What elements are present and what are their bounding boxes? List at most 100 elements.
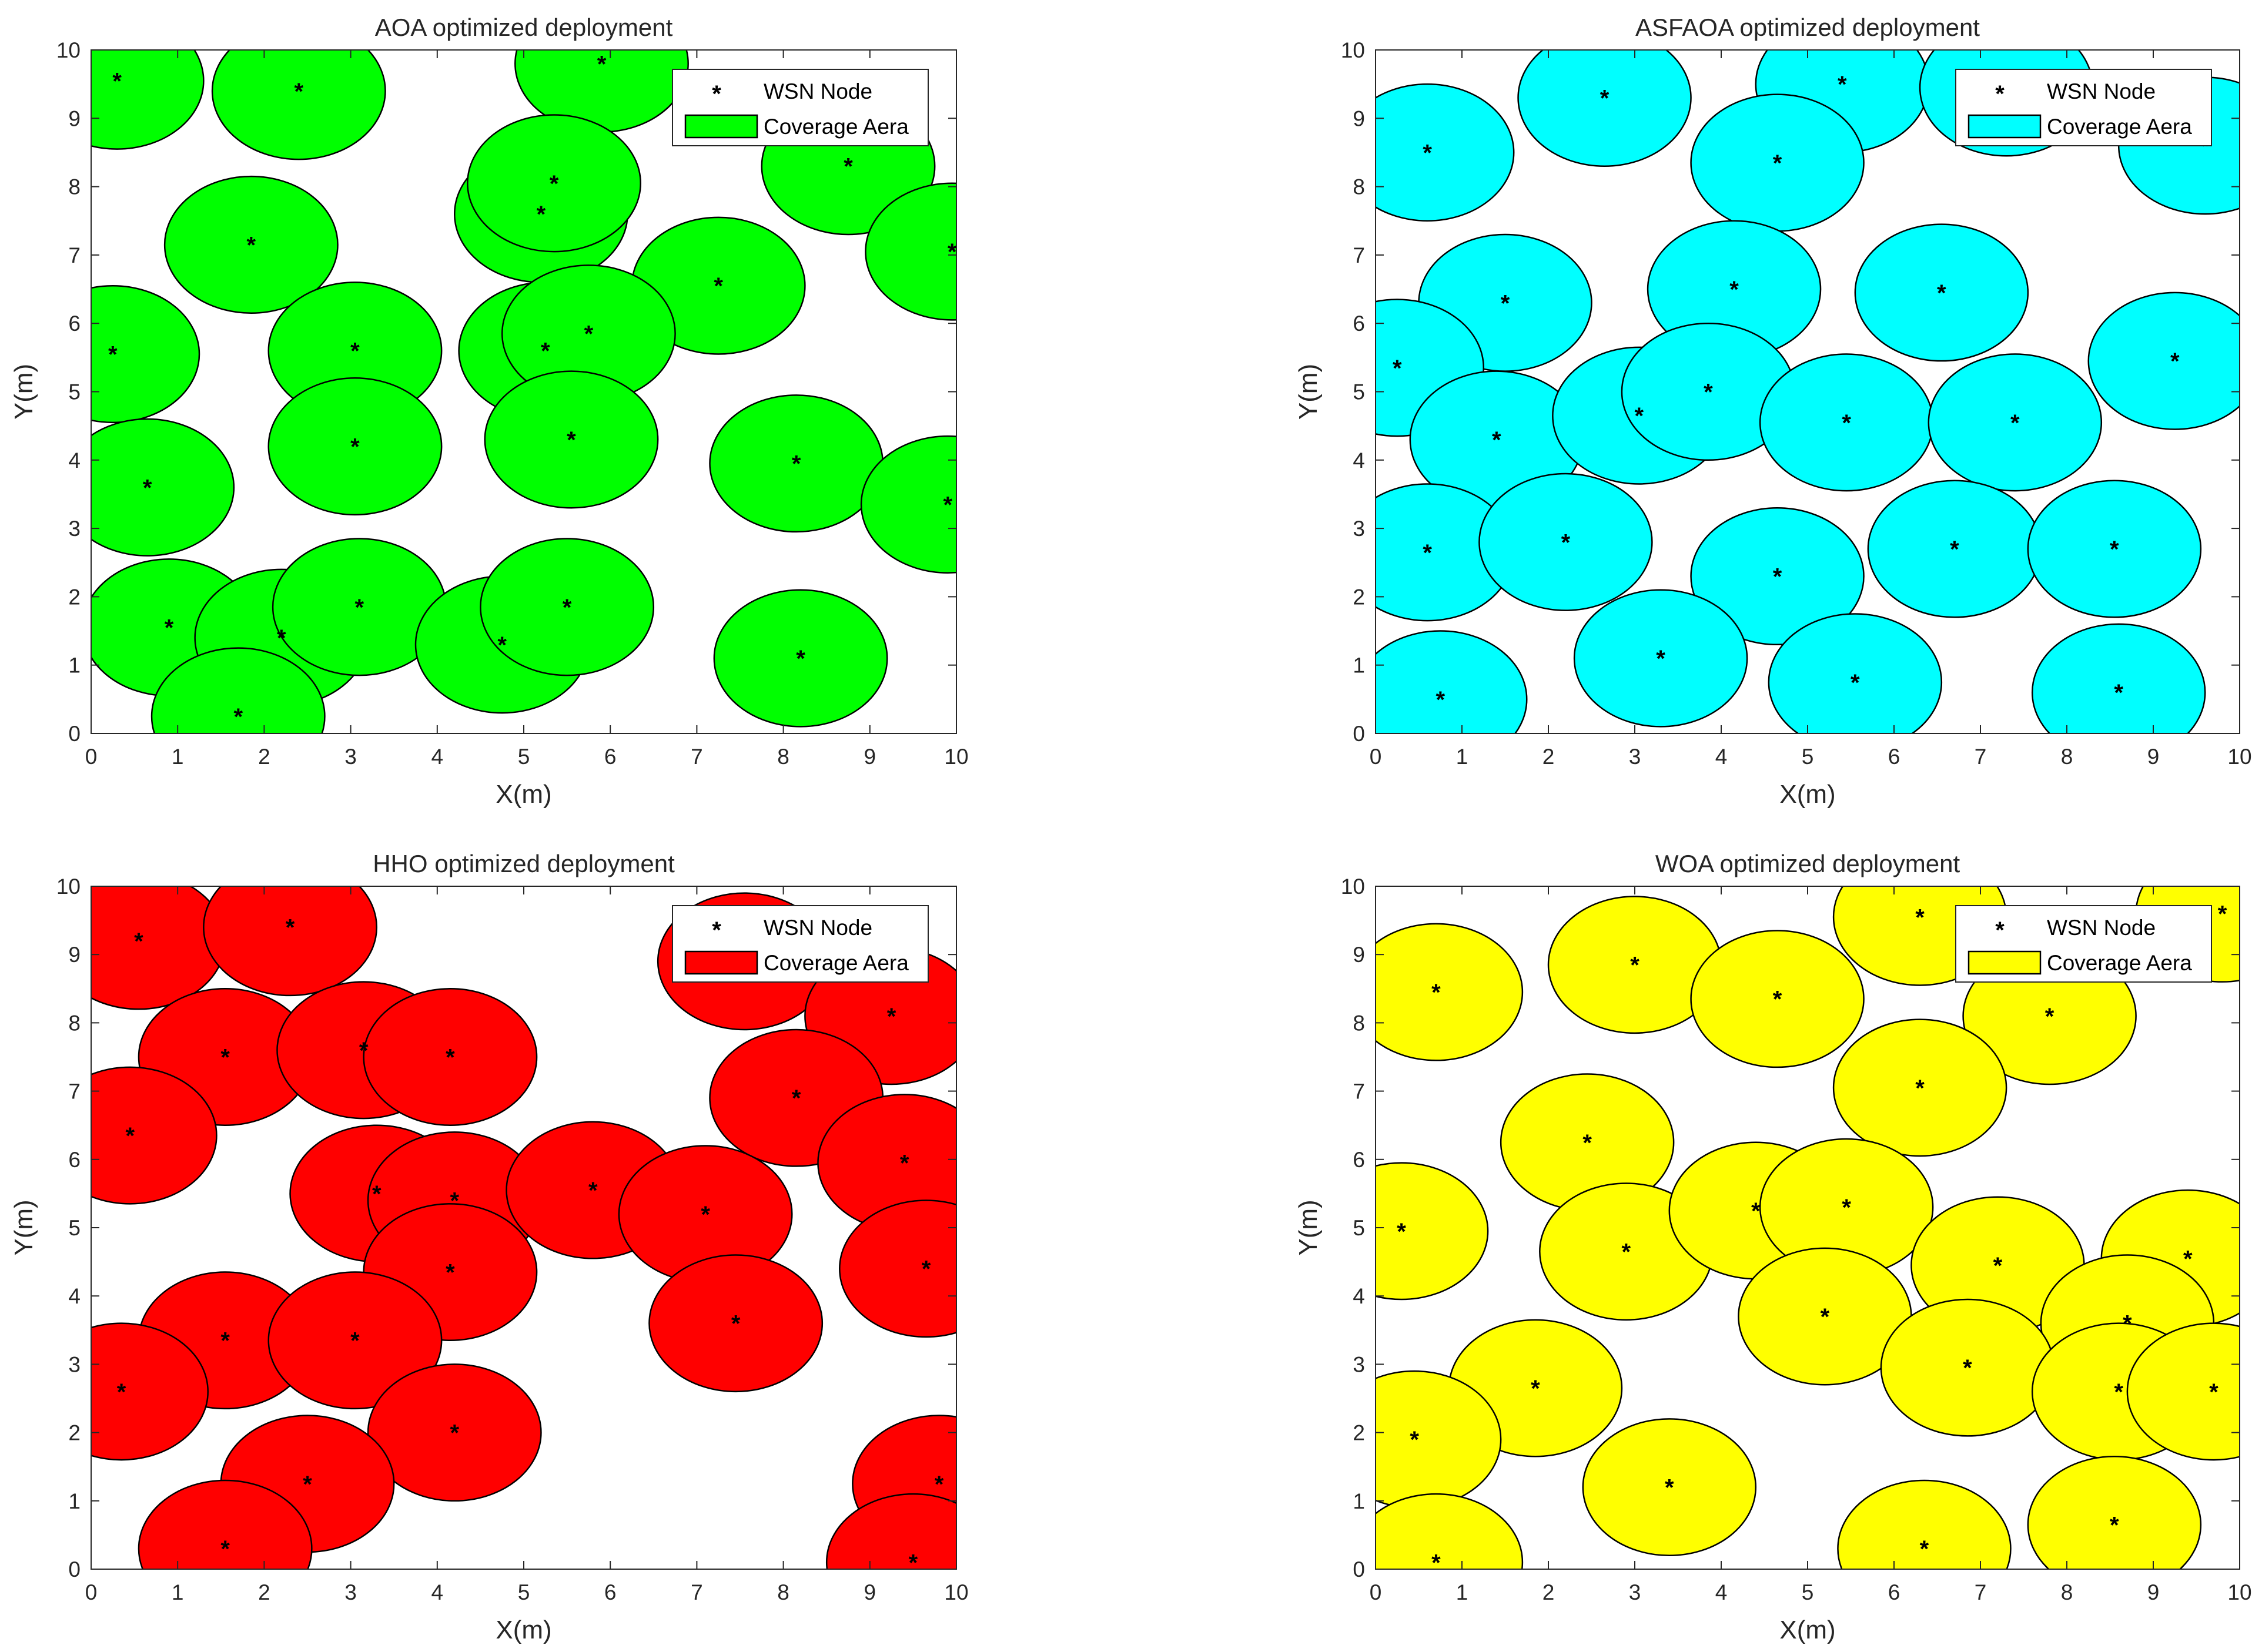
chart-1-wsn-node-1: * — [1600, 85, 1610, 111]
chart-1-xtick-label-9: 9 — [2147, 745, 2160, 769]
chart-0-wsn-node-14: * — [567, 427, 576, 453]
chart-2-wsn-node-3: * — [887, 1004, 896, 1030]
chart-1-wsn-node-17: * — [1561, 530, 1571, 555]
chart-0-ytick-label-7: 7 — [68, 243, 81, 267]
chart-0-coverage-area-15 — [91, 418, 235, 557]
chart-1-xtick-label-4: 4 — [1715, 745, 1728, 769]
chart-0-ylabel: Y(m) — [9, 364, 38, 420]
chart-3-xtick-label-5: 5 — [1802, 1580, 1814, 1604]
chart-1-coverage-area-8 — [1854, 223, 2029, 362]
chart-0-wsn-node-18: * — [165, 615, 174, 641]
chart-1-ytick-label-5: 5 — [1353, 380, 1365, 404]
chart-3-wsn-node-13: * — [2183, 1246, 2193, 1272]
chart-0-wsn-node-7: * — [948, 239, 957, 265]
chart-3-ytick-label-7: 7 — [1353, 1080, 1365, 1104]
chart-0-wsn-node-12: * — [584, 321, 594, 347]
chart-3-xlabel: X(m) — [1779, 1616, 1835, 1644]
chart-0-ytick-label-4: 4 — [68, 448, 81, 473]
chart-1-wsn-node-22: * — [1851, 670, 1860, 696]
chart-1-wsn-node-13: * — [1704, 380, 1713, 406]
chart-0-ytick-label-9: 9 — [68, 106, 81, 130]
chart-2-coverage-area-1 — [203, 886, 377, 997]
chart-1-legend-node-icon: * — [1995, 81, 2005, 107]
chart-2-xtick-label-9: 9 — [864, 1580, 876, 1604]
chart-0-legend-node-icon: * — [712, 81, 721, 107]
chart-2-xtick-label-2: 2 — [258, 1580, 270, 1604]
chart-1-wsn-node-6: * — [1501, 290, 1510, 316]
chart-0-ytick-label-5: 5 — [68, 380, 81, 404]
chart-0-xtick-label-4: 4 — [431, 745, 444, 769]
chart-2-ytick-label-2: 2 — [68, 1421, 81, 1445]
chart-3-xtick-label-10: 10 — [2227, 1580, 2251, 1604]
chart-3-ylabel: Y(m) — [1294, 1199, 1323, 1255]
chart-0-wsn-node-19: * — [277, 625, 286, 651]
chart-1-wsn-node-20: * — [2110, 537, 2119, 562]
chart-1-ytick-label-2: 2 — [1353, 585, 1365, 609]
chart-1-wsn-node-16: * — [1423, 540, 1432, 566]
chart-1-ytick-label-6: 6 — [1353, 311, 1365, 336]
chart-1-xlabel: X(m) — [1779, 780, 1835, 809]
chart-2-xlabel: X(m) — [496, 1616, 551, 1644]
chart-3-wsn-node-1: * — [1630, 953, 1639, 979]
chart-1-coverage-area-17 — [1478, 473, 1653, 611]
chart-0: * ********* * *** ***** ******0 1 2 3 4 5 6 7 8 9 10012… — [9, 14, 969, 809]
chart-2-wsn-node-13: * — [701, 1202, 710, 1228]
chart-1-xtick-label-10: 10 — [2227, 745, 2251, 769]
chart-0-xtick-label-9: 9 — [864, 745, 876, 769]
chart-3-wsn-node-20: * — [1410, 1427, 1419, 1453]
chart-0-wsn-node-22: * — [563, 595, 572, 621]
chart-3-ytick-label-3: 3 — [1353, 1352, 1365, 1376]
chart-2-ytick-label-6: 6 — [68, 1148, 81, 1172]
chart-1-coverage-area-0 — [1376, 83, 1515, 222]
chart-3-wsn-node-6: * — [1915, 1075, 1925, 1101]
chart-2-plot: * * * * * * * * * * * * * * * * * * * * * * * * * — [91, 886, 956, 1569]
chart-1-title: ASFAOA optimized deployment — [1635, 14, 1980, 41]
chart-2-wsn-node-4: * — [220, 1045, 230, 1071]
chart-2-xtick-label-7: 7 — [691, 1580, 703, 1604]
chart-1-legend-area-swatch — [1967, 114, 2042, 139]
chart-0-legend: * WSN Node Coverage Aera — [672, 69, 929, 146]
chart-3-wsn-node-9: * — [1622, 1239, 1631, 1265]
chart-1-ytick-label-0: 0 — [1353, 722, 1365, 746]
chart-2-ytick-label-5: 5 — [68, 1216, 81, 1240]
chart-3-wsn-node-22: * — [2110, 1512, 2119, 1538]
chart-1-ytick-label-7: 7 — [1353, 243, 1365, 267]
chart-0-xtick-label-5: 5 — [518, 745, 530, 769]
chart-2: * * * * * * * * * * * * * * * * * * * * * * * * * 0 1 2 3 4 5 6 7 8 9 10 0 1 2… — [9, 850, 969, 1644]
chart-0-xtick-label-1: 1 — [172, 745, 184, 769]
chart-1-legend-area-label: Coverage Aera — [2047, 115, 2192, 139]
chart-0-ytick-label-6: 6 — [68, 311, 81, 336]
chart-1-wsn-node-0: * — [1423, 140, 1432, 166]
chart-3-xtick-label-8: 8 — [2061, 1580, 2073, 1604]
chart-0-wsn-node-13: * — [350, 434, 360, 460]
chart-3-wsn-node-17: * — [1531, 1376, 1540, 1402]
chart-1-ytick-label-9: 9 — [1353, 106, 1365, 130]
chart-0-coverage-area-14 — [484, 370, 659, 509]
chart-3-xtick-label-7: 7 — [1975, 1580, 1987, 1604]
chart-2-title: HHO optimized deployment — [373, 850, 675, 877]
chart-1-wsn-node-11: * — [1492, 427, 1501, 453]
chart-1-wsn-node-24: * — [1436, 687, 1445, 713]
chart-3-wsn-node-19: * — [2209, 1379, 2218, 1405]
chart-0-xtick-label-10: 10 — [944, 745, 968, 769]
chart-0-coverage-area-22 — [480, 538, 655, 676]
chart-2-legend-area-label: Coverage Aera — [764, 951, 909, 975]
chart-3-xtick-label-0: 0 — [1370, 1580, 1382, 1604]
chart-2-wsn-node-6: * — [446, 1045, 455, 1071]
chart-1-coverage-area-24 — [1376, 630, 1528, 733]
chart-0-coverage-area-24 — [150, 647, 326, 733]
chart-0-wsn-node-8: * — [714, 273, 723, 299]
chart-3-xtick-label-2: 2 — [1542, 1580, 1555, 1604]
chart-1-ytick-label-8: 8 — [1353, 175, 1365, 199]
chart-2-xtick-label-1: 1 — [172, 1580, 184, 1604]
chart-3-xtick-label-4: 4 — [1715, 1580, 1728, 1604]
chart-1-wsn-node-12: * — [1635, 403, 1644, 429]
chart-3-coverage-area-21 — [1582, 1418, 1757, 1557]
chart-2-xtick-label-5: 5 — [518, 1580, 530, 1604]
chart-0-wsn-node-0: * — [112, 68, 122, 94]
chart-2-xtick-label-8: 8 — [777, 1580, 789, 1604]
chart-2-coverage-area-20 — [367, 1363, 542, 1502]
chart-2-wsn-node-11: * — [450, 1188, 459, 1214]
chart-0-legend-area-swatch — [684, 114, 758, 139]
chart-2-wsn-node-0: * — [134, 929, 143, 954]
